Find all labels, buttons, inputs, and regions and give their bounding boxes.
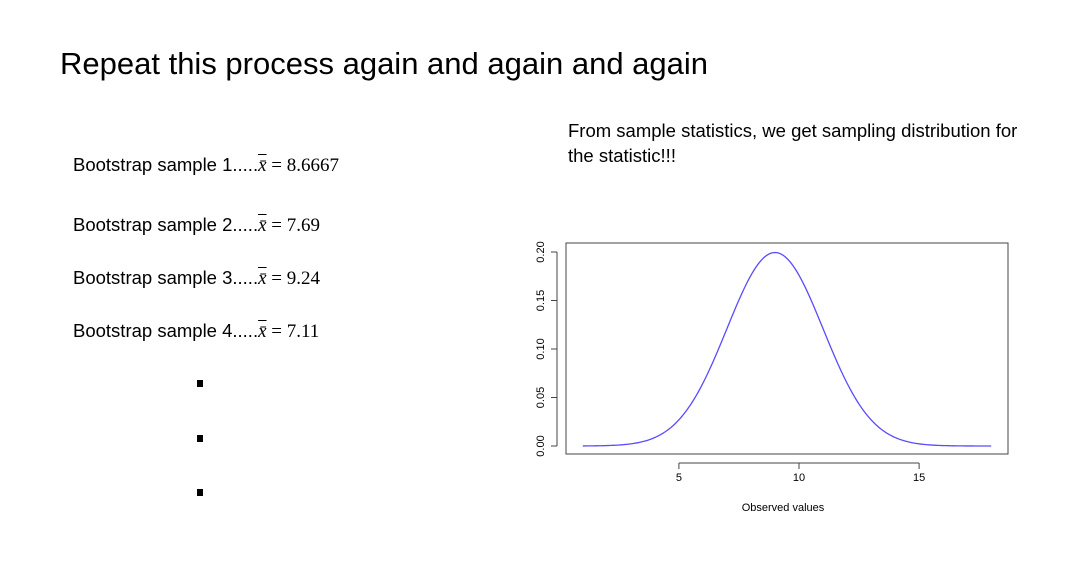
sample-label: Bootstrap sample 3..... [73,267,259,288]
sample-mean: x̄ = 7.11 [258,321,319,342]
series-layer [582,251,992,447]
bootstrap-sample-4: Bootstrap sample 4.....x̄ = 7.11 [73,320,319,343]
y-tick-label: 0.00 [535,435,547,456]
x-tick-label: 15 [913,472,925,484]
xbar-symbol: x̄ [258,321,267,342]
sample-label: Bootstrap sample 4..... [73,320,259,341]
slide-title: Repeat this process again and again and … [60,46,709,81]
sample-mean: x̄ = 8.6667 [258,155,339,176]
ellipsis-dot [197,489,203,496]
bootstrap-sample-1: Bootstrap sample 1.....x̄ = 8.6667 [73,154,339,177]
sample-mean: x̄ = 9.24 [258,268,320,289]
xbar-symbol: x̄ [258,215,267,236]
y-tick-label: 0.05 [535,387,547,408]
sample-label: Bootstrap sample 1..... [73,154,259,175]
sample-mean-value: = 7.11 [271,321,320,342]
y-tick-label: 0.20 [535,241,547,262]
y-tick-label: 0.15 [535,290,547,311]
density-curve-line [582,251,992,447]
xbar-symbol: x̄ [258,268,267,289]
x-tick-label: 5 [676,472,682,484]
chart-caption: From sample statistics, we get sampling … [568,120,1018,166]
sample-mean-value: = 7.69 [271,215,320,236]
sample-label: Bootstrap sample 2..... [73,214,259,235]
bootstrap-sample-3: Bootstrap sample 3.....x̄ = 9.24 [73,267,320,290]
sample-mean: x̄ = 7.69 [258,215,320,236]
y-tick-label: 0.10 [535,338,547,359]
x-axis: 5 10 15 [676,462,925,484]
x-tick-label: 10 [793,472,805,484]
plot-frame [565,242,1009,455]
x-axis-label: Observed values [742,502,825,514]
sample-mean-value: = 8.6667 [271,155,339,176]
ellipsis-dot [197,435,203,442]
ellipsis-dot [197,380,203,387]
xbar-symbol: x̄ [258,155,267,176]
sample-mean-value: = 9.24 [271,268,320,289]
bootstrap-sample-2: Bootstrap sample 2.....x̄ = 7.69 [73,214,320,237]
y-axis: 0.00 0.05 0.10 0.15 0.20 [535,241,558,457]
